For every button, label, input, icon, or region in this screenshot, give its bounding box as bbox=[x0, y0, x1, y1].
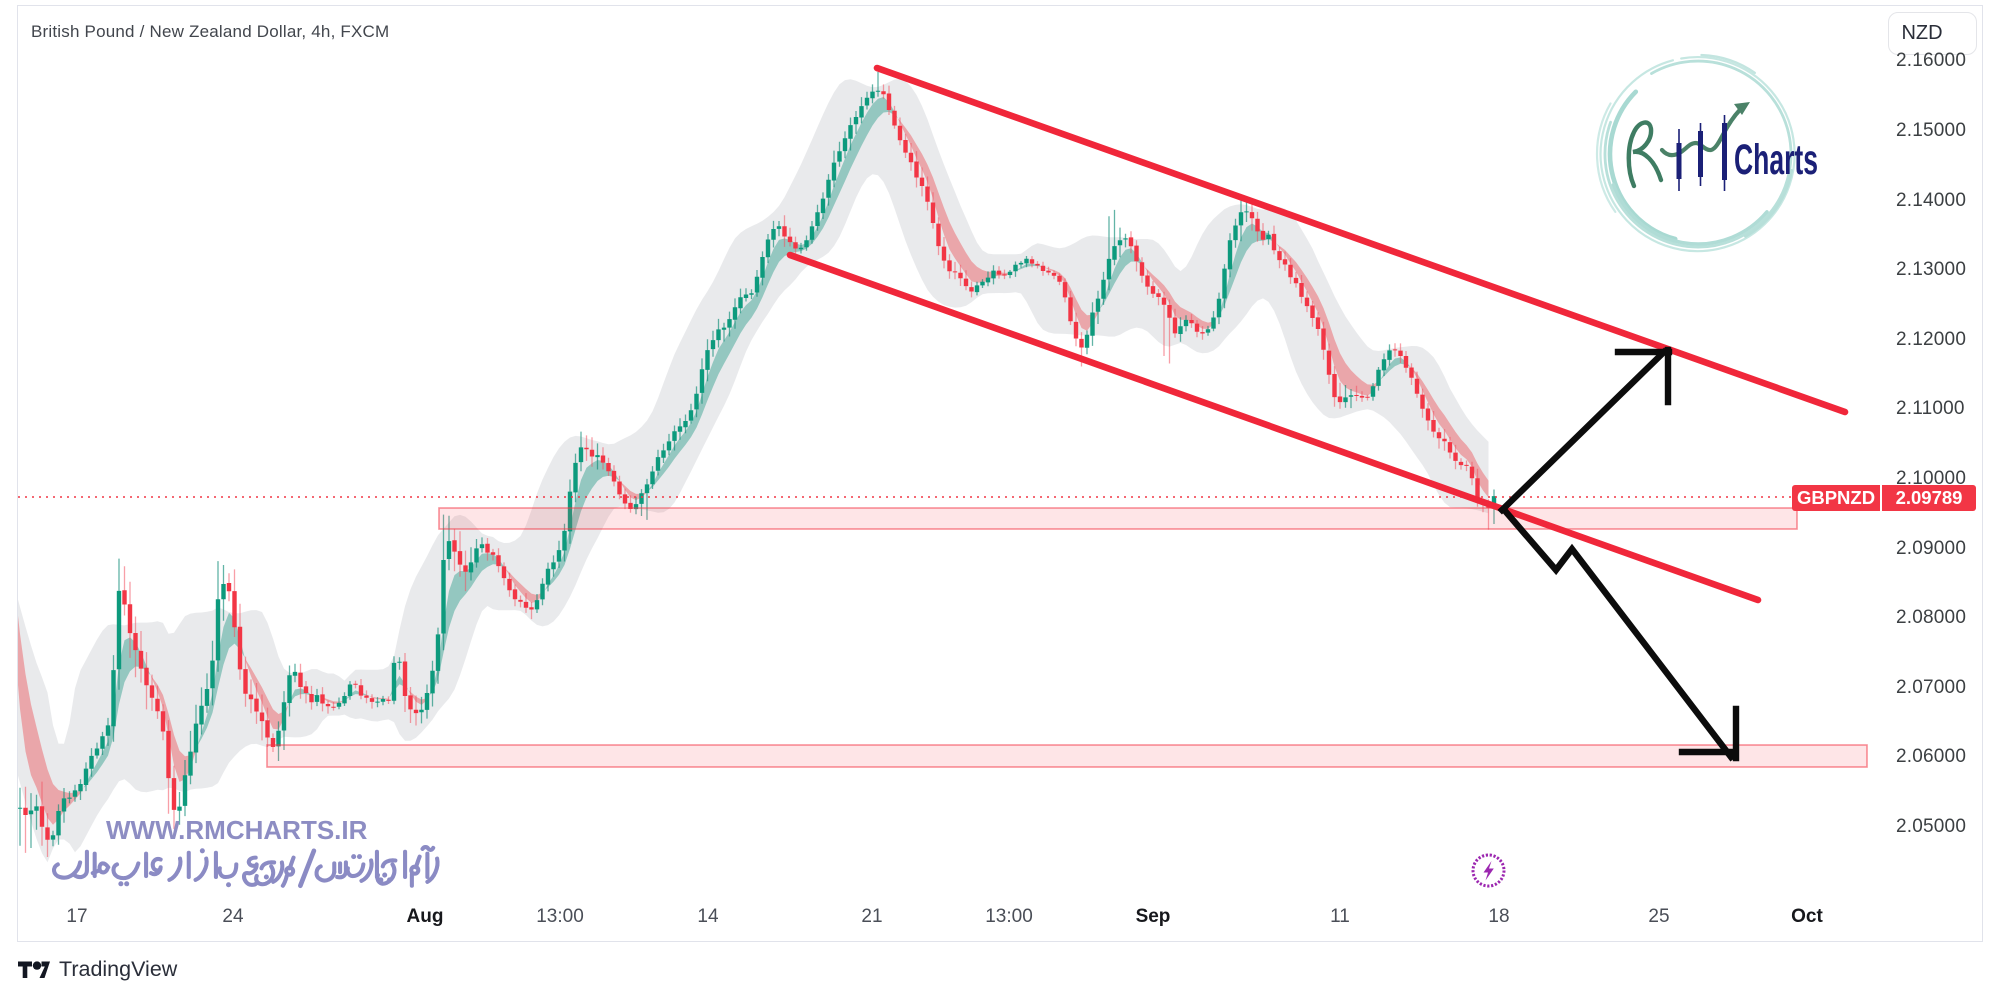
svg-text:Charts: Charts bbox=[1734, 136, 1818, 184]
